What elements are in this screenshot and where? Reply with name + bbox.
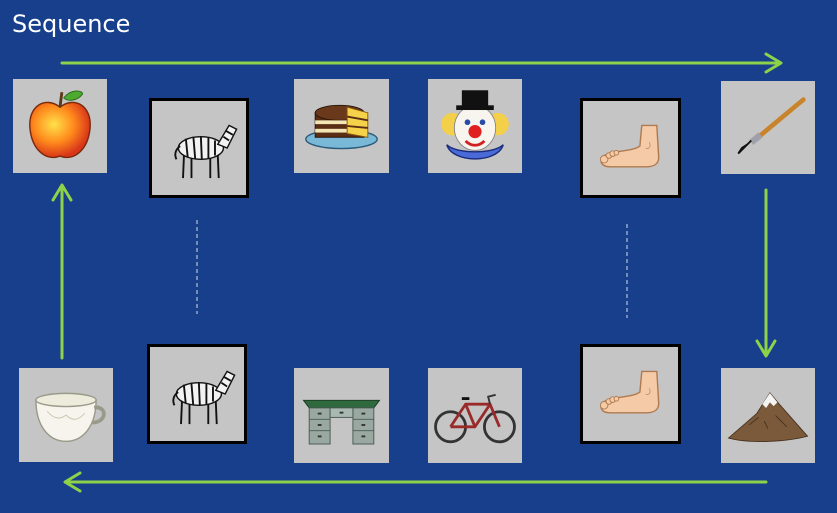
tile-foot-top <box>580 98 681 198</box>
tile-cake <box>294 79 389 173</box>
tile-apple <box>13 79 107 173</box>
tile-mountain <box>721 368 815 463</box>
paintbrush-icon <box>737 97 806 155</box>
arrow-left-bottom <box>63 471 768 493</box>
teacup-icon <box>35 392 106 443</box>
tile-desk <box>294 368 389 463</box>
tile-bicycle <box>428 368 522 463</box>
foot-icon <box>599 124 660 168</box>
apple-icon <box>29 90 91 159</box>
tile-foot-bottom <box>580 344 681 444</box>
foot-icon <box>599 370 660 414</box>
zebra-icon <box>174 124 238 179</box>
arrow-down-right <box>755 188 777 358</box>
zebra-icon <box>172 370 236 425</box>
cake-icon <box>305 104 378 150</box>
tile-zebra-bottom <box>147 344 247 444</box>
slide-title: Sequence <box>12 10 131 38</box>
arrow-up-left <box>51 183 73 360</box>
tile-paintbrush <box>721 81 815 174</box>
tile-zebra-top <box>149 98 249 198</box>
clown-icon <box>441 90 509 160</box>
desk-icon <box>302 399 381 445</box>
tile-teacup <box>19 368 113 462</box>
tile-clown <box>428 79 522 173</box>
mountain-icon <box>727 392 809 442</box>
arrow-right-top <box>60 52 783 74</box>
bicycle-icon <box>434 393 516 444</box>
